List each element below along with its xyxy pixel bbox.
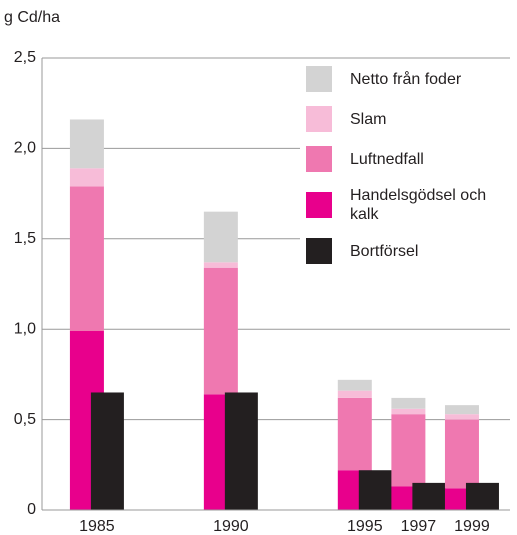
bar-segment <box>337 379 372 391</box>
legend-swatch <box>306 106 332 132</box>
bar-segment <box>337 390 372 398</box>
legend-swatch <box>306 146 332 172</box>
legend-item: Netto från foder <box>300 66 512 92</box>
legend: Netto från foder Slam Luftnedfall Handelsgö… <box>300 66 512 278</box>
bar-segment <box>444 405 479 415</box>
legend-label: Slam <box>350 110 387 128</box>
legend-item: Bortförsel <box>300 238 512 264</box>
x-tick-label: 1985 <box>79 518 115 535</box>
legend-label: Handelsgödsel och kalk <box>350 187 487 223</box>
bar-segment <box>391 408 426 415</box>
legend-item: Luftnedfall <box>300 146 512 172</box>
bar <box>224 392 258 510</box>
legend-swatch <box>306 192 332 218</box>
y-tick-label: 0 <box>27 501 36 518</box>
bar-segment <box>203 211 238 263</box>
x-tick-label: 1999 <box>454 518 490 535</box>
bar-segment <box>337 397 372 471</box>
legend-swatch <box>306 66 332 92</box>
y-tick-label: 0,5 <box>14 411 36 428</box>
x-tick-label: 1995 <box>347 518 383 535</box>
bar-segment <box>203 267 238 395</box>
y-tick-label: 1,5 <box>14 230 36 247</box>
bar <box>90 392 124 510</box>
bar <box>412 482 446 510</box>
bar <box>358 470 392 510</box>
y-tick-label: 2,0 <box>14 140 36 157</box>
y-axis-label: g Cd/ha <box>4 9 60 26</box>
legend-label: Luftnedfall <box>350 150 424 168</box>
y-tick-label: 1,0 <box>14 320 36 337</box>
legend-item: Slam <box>300 106 512 132</box>
legend-label: Netto från foder <box>350 70 462 88</box>
legend-label: Bortförsel <box>350 242 419 260</box>
x-tick-label: 1990 <box>213 518 249 535</box>
y-tick-label: 2,5 <box>14 49 36 66</box>
bar-segment <box>203 262 238 268</box>
bar-segment <box>391 414 426 487</box>
bar-segment <box>444 414 479 420</box>
legend-item: Handelsgödsel och kalk <box>300 186 512 224</box>
legend-swatch <box>306 238 332 264</box>
bar-segment <box>391 397 426 409</box>
bar-segment <box>69 119 104 169</box>
bar-segment <box>69 186 104 332</box>
bar <box>465 482 499 510</box>
bar-segment <box>444 419 479 489</box>
x-tick-label: 1997 <box>401 518 437 535</box>
bar-segment <box>69 168 104 187</box>
